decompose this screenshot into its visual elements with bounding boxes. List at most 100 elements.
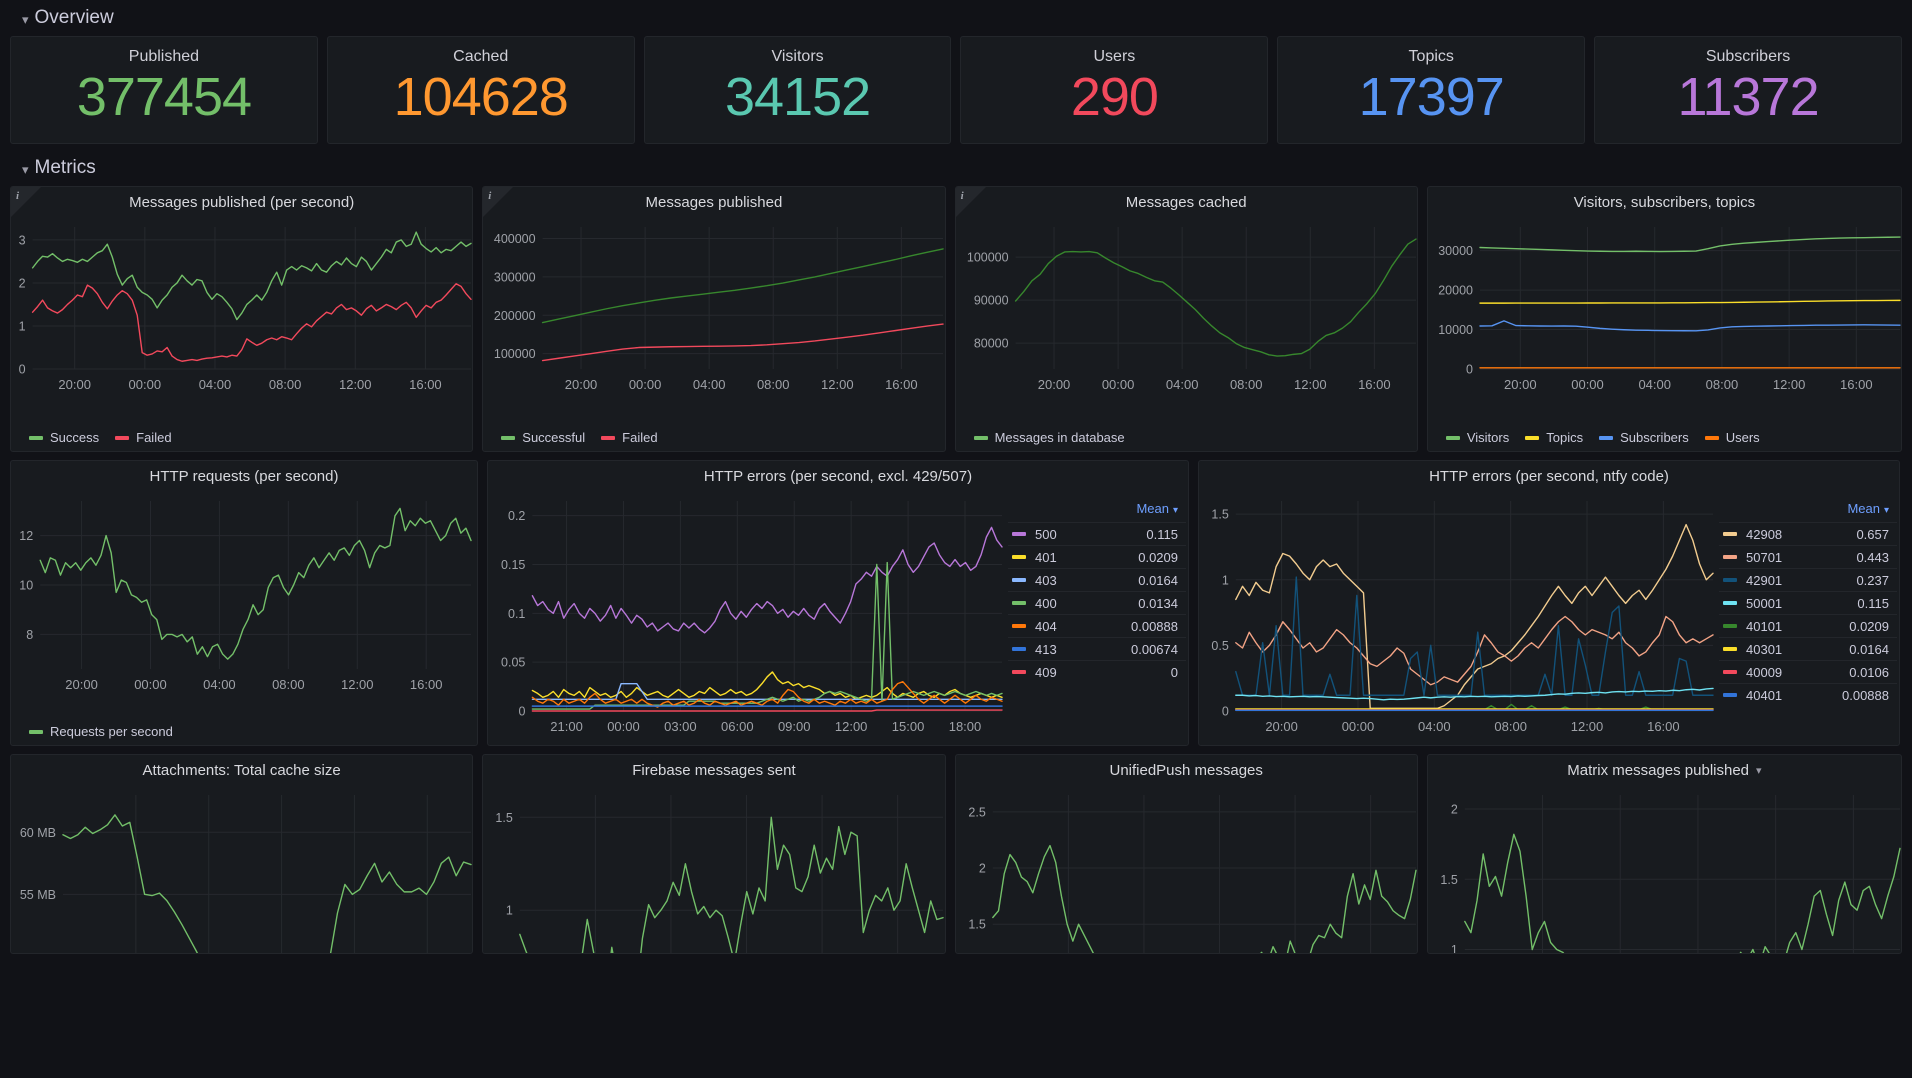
panel-legend-table: Mean ▾ 500 0.115 401 0.0209 403 0.0164 400 0.0134…	[1008, 491, 1186, 745]
legend-item[interactable]: Successful	[501, 430, 585, 445]
series-line	[519, 816, 944, 953]
panel-header: Matrix messages published ▾	[1428, 755, 1901, 785]
chart-svg: 0.511.5	[496, 795, 944, 953]
chart-svg: 100000 200000 300000 400000 20:00 00:00 04:00 0…	[494, 227, 944, 392]
legend-series-value: 0.237	[1856, 572, 1889, 588]
series-line	[39, 507, 472, 660]
chart-svg: 0 1 2 3 20:00 00:00 04:00 08:00 12:00 16:00	[19, 227, 472, 392]
legend-item[interactable]: Users	[1704, 430, 1760, 445]
panel-info-corner[interactable]	[955, 187, 986, 217]
legend-sort-header[interactable]: Mean ▾	[1008, 497, 1186, 522]
chevron-down-icon[interactable]: ▾	[1756, 764, 1762, 777]
panel-header: Visitors, subscribers, topics	[1428, 187, 1901, 217]
legend-item[interactable]: Failed	[115, 430, 172, 445]
y-axis-tick-label: 200000	[494, 309, 536, 323]
y-axis-tick-label: 1.5	[1440, 873, 1457, 887]
stat-panel-visitors[interactable]: Visitors 34152	[643, 36, 952, 144]
series-line	[1235, 615, 1714, 686]
stat-panel-topics[interactable]: Topics 17397	[1277, 36, 1586, 144]
info-icon[interactable]: i	[488, 190, 492, 202]
y-axis-tick-label: 1	[1222, 573, 1229, 587]
legend-table-row[interactable]: 400 0.0134	[1008, 591, 1186, 614]
stat-value: 104628	[393, 67, 569, 127]
legend-color-swatch	[1723, 624, 1737, 628]
panel-info-corner[interactable]	[483, 187, 514, 217]
legend-color-swatch	[601, 435, 616, 440]
y-axis-tick-label: 1	[19, 319, 26, 333]
x-axis-tick-label: 12:00	[339, 377, 372, 392]
x-axis-tick-label: 12:00	[1773, 377, 1806, 392]
graph-row-3: Attachments: Total cache size 55 MB 60 MB…	[10, 754, 1902, 954]
stat-panel-published[interactable]: Published 377454	[10, 36, 318, 144]
panel-title-text: Matrix messages published	[1567, 761, 1750, 779]
legend-table-row[interactable]: 40301 0.0164	[1719, 637, 1897, 660]
y-axis-tick-label: 0	[1466, 363, 1473, 377]
panel-legend: Requests per second	[11, 722, 477, 745]
stat-title: Topics	[1408, 48, 1454, 65]
x-axis-tick-label: 16:00	[1840, 377, 1873, 392]
line-chart: 11.522.5	[956, 785, 1417, 953]
panel-info-corner[interactable]	[11, 187, 41, 217]
info-icon[interactable]: i	[960, 190, 964, 202]
chart-svg: 0 0.05 0.1 0.15 0.2 21:00 00:00 03:00 06:00 09:00…	[501, 501, 1003, 734]
legend-item[interactable]: Failed	[601, 430, 658, 445]
legend-label: Success	[50, 430, 100, 445]
panel-header: Firebase messages sent	[483, 755, 944, 785]
y-axis-tick-label: 55 MB	[20, 888, 56, 902]
legend-color-swatch	[1723, 532, 1737, 536]
legend-color-swatch	[1723, 647, 1737, 651]
legend-table-row[interactable]: 413 0.00674	[1008, 637, 1186, 660]
series-line	[542, 248, 944, 324]
row-header-overview[interactable]: ▾ Overview	[10, 0, 1902, 36]
panel-attachments-cache: Attachments: Total cache size 55 MB 60 MB	[10, 754, 474, 954]
legend-table-row[interactable]: 401 0.0209	[1008, 545, 1186, 568]
x-axis-tick-label: 00:00	[1571, 377, 1604, 392]
panel-header: HTTP errors (per second, ntfy code)	[1199, 461, 1899, 491]
legend-table-row[interactable]: 50001 0.115	[1719, 591, 1897, 614]
info-icon[interactable]: i	[16, 190, 20, 202]
panel-title: Visitors, subscribers, topics	[1573, 193, 1756, 211]
stat-value: 290	[1070, 67, 1159, 127]
legend-item[interactable]: Topics	[1525, 430, 1583, 445]
grafana-dashboard: ▾ Overview Published 377454 Cached 104628 Vi…	[10, 0, 1902, 954]
legend-table-row[interactable]: 409 0	[1008, 660, 1186, 683]
y-axis-tick-label: 1.5	[496, 811, 513, 825]
legend-label: Users	[1725, 430, 1760, 445]
y-axis-tick-label: 60 MB	[20, 826, 56, 840]
legend-sort-header[interactable]: Mean ▾	[1719, 497, 1897, 522]
legend-table-row[interactable]: 50701 0.443	[1719, 545, 1897, 568]
panel-plot-area: 0.511.5	[483, 785, 944, 953]
legend-table-row[interactable]: 40101 0.0209	[1719, 614, 1897, 637]
legend-item[interactable]: Requests per second	[29, 724, 173, 739]
panel-firebase-messages: Firebase messages sent 0.511.5	[482, 754, 946, 954]
legend-item[interactable]: Visitors	[1445, 430, 1509, 445]
stat-panel-users[interactable]: Users 290	[960, 36, 1269, 144]
legend-color-swatch	[1445, 435, 1460, 440]
x-axis-tick-label: 08:00	[757, 377, 790, 392]
x-axis-tick-label: 03:00	[664, 719, 697, 734]
row-header-metrics[interactable]: ▾ Metrics	[10, 150, 1902, 186]
series-line	[1479, 236, 1901, 253]
legend-table-row[interactable]: 42901 0.237	[1719, 568, 1897, 591]
legend-item[interactable]: Subscribers	[1599, 430, 1689, 445]
legend-label: Failed	[622, 430, 658, 445]
stat-panel-cached[interactable]: Cached 104628	[326, 36, 635, 144]
legend-table-row[interactable]: 40401 0.00888	[1719, 683, 1897, 706]
legend-series-value: 0.443	[1856, 549, 1889, 565]
y-axis-tick-label: 0.15	[501, 558, 525, 572]
panel-http-errors: HTTP errors (per second, excl. 429/507) …	[487, 460, 1189, 746]
x-axis-tick-label: 12:00	[1571, 719, 1604, 734]
legend-table-row[interactable]: 42908 0.657	[1719, 522, 1897, 545]
legend-table-row[interactable]: 40009 0.0106	[1719, 660, 1897, 683]
panel-plot-area: 0 0.5 1 1.5 20:00 00:00 04:00 08:00 12:00 16:00 M…	[1199, 491, 1899, 745]
legend-item[interactable]: Messages in database	[973, 430, 1125, 445]
chevron-down-icon: ▾	[22, 161, 29, 177]
graph-row-1: i Messages published (per second) 0 1 2 3 20…	[10, 186, 1902, 452]
legend-series-value: 0.0106	[1849, 664, 1889, 680]
legend-table-row[interactable]: 404 0.00888	[1008, 614, 1186, 637]
y-axis-tick-label: 2	[1451, 803, 1458, 817]
legend-table-row[interactable]: 403 0.0164	[1008, 568, 1186, 591]
legend-table-row[interactable]: 500 0.115	[1008, 522, 1186, 545]
stat-panel-subscribers[interactable]: Subscribers 11372	[1594, 36, 1902, 144]
legend-item[interactable]: Success	[29, 430, 99, 445]
